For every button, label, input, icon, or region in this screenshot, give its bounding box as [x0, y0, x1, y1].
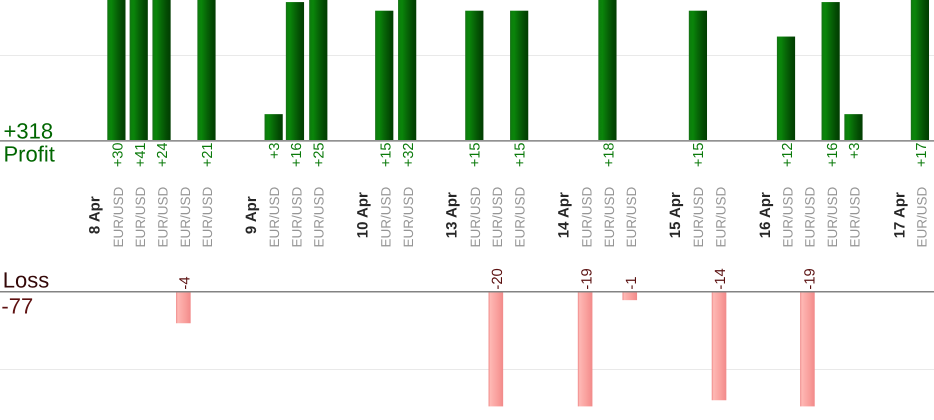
svg-text:-14: -14 [713, 268, 729, 289]
svg-text:EUR/USD: EUR/USD [468, 186, 483, 247]
svg-text:EUR/USD: EUR/USD [780, 186, 795, 247]
svg-text:+15: +15 [691, 143, 707, 168]
svg-text:EUR/USD: EUR/USD [178, 186, 193, 247]
svg-text:EUR/USD: EUR/USD [133, 186, 148, 247]
svg-text:EUR/USD: EUR/USD [312, 186, 327, 247]
svg-text:+25: +25 [311, 143, 327, 168]
svg-text:+17: +17 [914, 143, 930, 168]
svg-text:EUR/USD: EUR/USD [914, 186, 929, 247]
svg-text:+30: +30 [111, 143, 127, 168]
svg-text:EUR/USD: EUR/USD [379, 186, 394, 247]
svg-text:9 Apr: 9 Apr [243, 196, 260, 234]
svg-text:EUR/USD: EUR/USD [602, 186, 617, 247]
svg-text:+12: +12 [780, 143, 796, 168]
svg-text:EUR/USD: EUR/USD [580, 186, 595, 247]
svg-text:+3: +3 [847, 143, 863, 160]
svg-text:-19: -19 [803, 268, 819, 289]
svg-text:Profit: Profit [4, 142, 55, 167]
svg-text:16 Apr: 16 Apr [757, 192, 774, 238]
svg-text:+18: +18 [602, 143, 618, 168]
svg-text:EUR/USD: EUR/USD [847, 186, 862, 247]
svg-text:10 Apr: 10 Apr [354, 192, 371, 238]
svg-text:+16: +16 [289, 143, 305, 168]
svg-text:EUR/USD: EUR/USD [691, 186, 706, 247]
svg-text:-20: -20 [490, 268, 506, 289]
svg-text:EUR/USD: EUR/USD [111, 186, 126, 247]
svg-text:+15: +15 [378, 143, 394, 168]
svg-text:+15: +15 [468, 143, 484, 168]
svg-text:EUR/USD: EUR/USD [713, 186, 728, 247]
svg-text:EUR/USD: EUR/USD [513, 186, 528, 247]
svg-text:+21: +21 [200, 143, 216, 168]
svg-text:+32: +32 [401, 143, 417, 168]
svg-text:+318: +318 [4, 119, 54, 144]
svg-text:17 Apr: 17 Apr [891, 192, 908, 238]
svg-text:15 Apr: 15 Apr [667, 192, 684, 238]
svg-text:8 Apr: 8 Apr [87, 196, 104, 234]
svg-text:14 Apr: 14 Apr [555, 192, 572, 238]
svg-text:EUR/USD: EUR/USD [401, 186, 416, 247]
svg-text:-77: -77 [1, 293, 33, 318]
svg-text:EUR/USD: EUR/USD [803, 186, 818, 247]
svg-text:EUR/USD: EUR/USD [200, 186, 215, 247]
svg-text:EUR/USD: EUR/USD [267, 186, 282, 247]
svg-text:EUR/USD: EUR/USD [624, 186, 639, 247]
svg-text:Loss: Loss [3, 268, 49, 293]
svg-text:-1: -1 [624, 276, 640, 289]
svg-text:+15: +15 [512, 143, 528, 168]
svg-text:-19: -19 [579, 268, 595, 289]
svg-text:+24: +24 [155, 143, 171, 168]
svg-text:-4: -4 [178, 276, 194, 289]
svg-text:+3: +3 [267, 143, 283, 160]
svg-text:+16: +16 [825, 143, 841, 168]
svg-text:EUR/USD: EUR/USD [155, 186, 170, 247]
svg-text:EUR/USD: EUR/USD [289, 186, 304, 247]
svg-text:+41: +41 [133, 143, 149, 168]
svg-text:EUR/USD: EUR/USD [825, 186, 840, 247]
svg-text:EUR/USD: EUR/USD [490, 186, 505, 247]
svg-text:13 Apr: 13 Apr [444, 192, 461, 238]
